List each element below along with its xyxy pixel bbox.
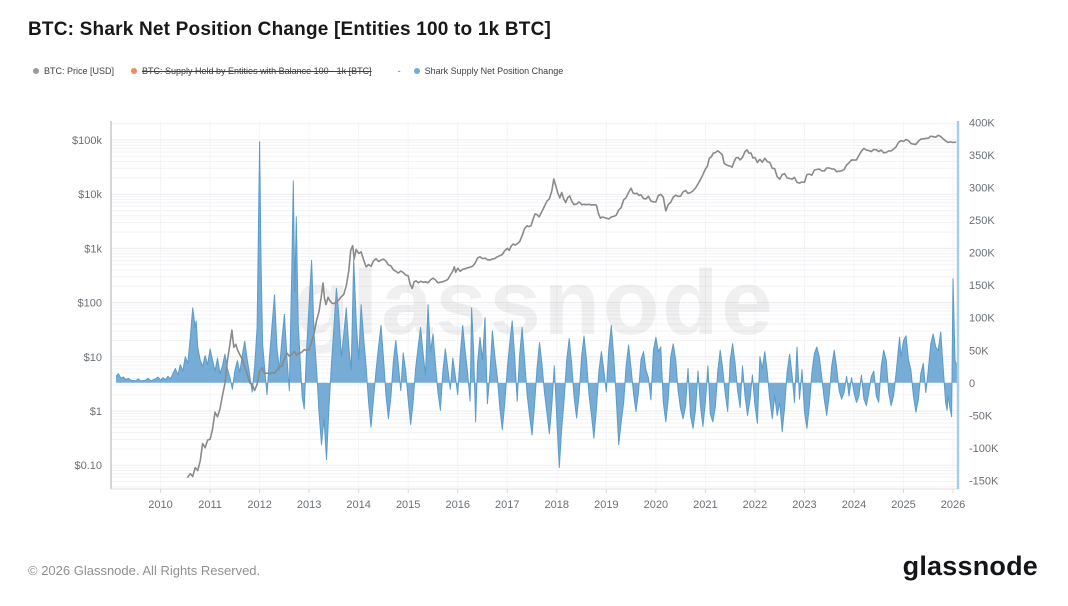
net-position-area-series <box>116 141 957 468</box>
price-axis-tick-label: $10 <box>84 352 102 364</box>
price-axis-tick-label: $100 <box>78 298 102 310</box>
glassnode-watermark: glassnode <box>293 252 775 354</box>
legend-item-btc-price[interactable]: BTC: Price [USD] <box>33 66 114 76</box>
year-tick-label: 2025 <box>891 499 915 511</box>
legend: BTC: Price [USD] BTC: Supply Held by Ent… <box>33 66 563 76</box>
net-axis-tick-label: 50K <box>969 345 989 357</box>
copyright-text: © 2026 Glassnode. All Rights Reserved. <box>28 563 261 578</box>
price-axis-tick-label: $1 <box>90 406 102 418</box>
legend-item-net-position[interactable]: Shark Supply Net Position Change <box>413 66 564 76</box>
legend-dot-price-icon <box>33 68 39 74</box>
net-axis-tick-label: 100K <box>969 313 995 325</box>
year-tick-label: 2018 <box>545 499 569 511</box>
page-title: BTC: Shark Net Position Change [Entities… <box>28 19 552 40</box>
year-tick-label: 2013 <box>297 499 321 511</box>
year-tick-label: 2011 <box>198 499 222 511</box>
year-tick-label: 2010 <box>148 499 172 511</box>
net-axis-tick-label: 400K <box>969 117 995 129</box>
legend-dot-net-position-icon <box>413 68 420 74</box>
year-tick-label: 2023 <box>792 499 816 511</box>
year-tick-label: 2020 <box>644 499 668 511</box>
year-tick-label: 2022 <box>743 499 767 511</box>
net-axis-tick-label: -50K <box>969 410 993 422</box>
legend-label-btc-price: BTC: Price [USD] <box>44 66 115 76</box>
year-tick-label: 2014 <box>346 499 370 511</box>
net-axis-tick-label: 250K <box>969 215 995 227</box>
legend-dot-supply-icon <box>131 68 138 74</box>
net-axis-tick-label: 0 <box>969 378 975 390</box>
price-axis-tick-label: $10k <box>78 189 102 201</box>
price-axis-tick-label: $100k <box>72 135 102 147</box>
glassnode-logo: glassnode <box>902 551 1038 581</box>
net-position-area-edge <box>115 141 958 468</box>
year-tick-label: 2015 <box>396 499 420 511</box>
btc-price-line-series <box>187 134 957 478</box>
net-axis-tick-label: 350K <box>969 150 995 162</box>
year-tick-label: 2016 <box>445 499 469 511</box>
net-axis-tick-label: -150K <box>969 476 999 488</box>
price-axis-tick-label: $0.10 <box>74 460 102 472</box>
year-tick-label: 2017 <box>495 499 519 511</box>
year-tick-label: 2026 <box>941 499 965 511</box>
year-tick-label: 2024 <box>842 499 866 511</box>
year-tick-label: 2019 <box>594 499 618 511</box>
legend-label-net-position: Shark Supply Net Position Change <box>424 66 564 76</box>
year-tick-label: 2012 <box>247 499 271 511</box>
legend-label-supply-held: BTC: Supply Held by Entities with Balanc… <box>142 66 372 76</box>
year-tick-label: 2021 <box>693 499 717 511</box>
net-axis-tick-label: 200K <box>969 248 995 260</box>
net-axis-tick-label: -100K <box>969 443 999 455</box>
legend-item-supply-held[interactable]: BTC: Supply Held by Entities with Balanc… <box>131 66 372 76</box>
price-axis-tick-label: $1k <box>84 243 102 255</box>
legend-separator: - <box>397 66 401 76</box>
net-axis-tick-label: 150K <box>969 280 995 292</box>
net-axis-tick-label: 300K <box>969 182 995 194</box>
